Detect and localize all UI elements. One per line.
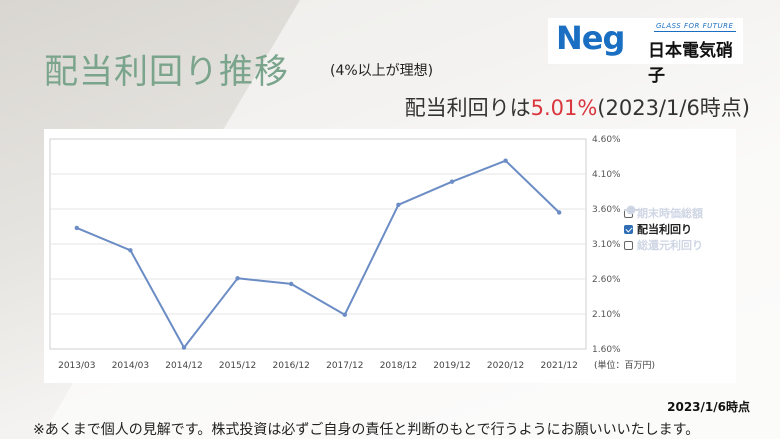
current-yield-date: (2023/1/6時点): [597, 96, 750, 120]
current-yield: 配当利回りは5.01%(2023/1/6時点): [405, 92, 750, 122]
yield-line-chart: 1.60% 2.10% 2.60% 3.10% 3.60% 4.10% 4.60% 2013/…: [49, 135, 655, 371]
current-yield-prefix: 配当利回りは: [404, 96, 531, 120]
chart-panel: 1.60% 2.10% 2.60% 3.10% 3.60% 4.10% 4.60% 2013/…: [44, 129, 736, 383]
data-point: [181, 345, 187, 350]
data-point: [449, 179, 455, 184]
y-tick-label: 3.60%: [592, 205, 621, 215]
logo-company-name: 日本電気硝子: [648, 41, 733, 86]
data-point: [557, 210, 562, 215]
legend-label-total-return: 総還元利回り: [637, 239, 703, 252]
legend-item-total-return[interactable]: 総還元利回り: [624, 208, 703, 253]
current-yield-value: 5.01%: [530, 96, 598, 120]
legend-label-dividend-yield: 配当利回り: [637, 223, 692, 236]
x-tick-label: 2017/12: [326, 361, 363, 371]
x-tick-label: 2015/12: [219, 361, 256, 371]
legend-checkbox-dividend-yield[interactable]: [624, 224, 633, 234]
x-tick-label: 2014/03: [112, 361, 149, 371]
x-tick-label: 2018/12: [380, 361, 417, 371]
page-title: 配当利回り推移: [44, 52, 289, 92]
x-tick-label: 2020/12: [487, 361, 524, 371]
data-point: [503, 158, 508, 163]
y-tick-label: 4.60%: [592, 135, 621, 145]
data-point: [342, 312, 347, 317]
y-tick-label: 3.10%: [592, 240, 621, 250]
logo-brand: Neg: [556, 19, 625, 57]
data-point: [128, 248, 133, 253]
y-tick-label: 2.60%: [592, 275, 621, 285]
unit-label: (単位：百万円): [594, 359, 655, 371]
series-line: [76, 159, 560, 349]
data-point: [235, 276, 240, 281]
disclaimer: ※あくまで個人の見解です。株式投資は必ずご自身の責任と判断のもとで行うようにお願…: [33, 422, 700, 438]
y-tick-label: 2.10%: [592, 310, 621, 320]
as-of-date: 2023/1/6時点: [667, 400, 750, 414]
y-tick-label: 1.60%: [592, 345, 621, 355]
data-point: [396, 202, 401, 207]
legend-label-market-cap: 期末時価総額: [637, 207, 703, 220]
logo-tagline-rule: [654, 31, 736, 32]
x-tick-label: 2014/12: [165, 361, 202, 371]
legend-checkbox-total-return[interactable]: [624, 240, 633, 250]
logo-tagline: GLASS FOR FUTURE: [656, 22, 734, 30]
y-tick-label: 4.10%: [592, 170, 621, 180]
x-tick-label: 2016/12: [273, 361, 310, 371]
x-tick-label: 2019/12: [433, 361, 470, 371]
chart-legend: 期末時価総額 配当利回り 総還元利回り: [624, 205, 703, 253]
data-point: [289, 281, 294, 287]
x-tick-label: 2021/12: [541, 361, 578, 371]
legend-line-icon-dim: [624, 208, 638, 212]
title-note: (4%以上が理想): [330, 63, 434, 79]
x-tick-label: 2013/03: [58, 361, 95, 371]
company-logo: Neg GLASS FOR FUTURE 日本電気硝子: [548, 18, 743, 86]
legend-item-dividend-yield[interactable]: 配当利回り: [624, 208, 703, 237]
data-point: [74, 225, 79, 231]
